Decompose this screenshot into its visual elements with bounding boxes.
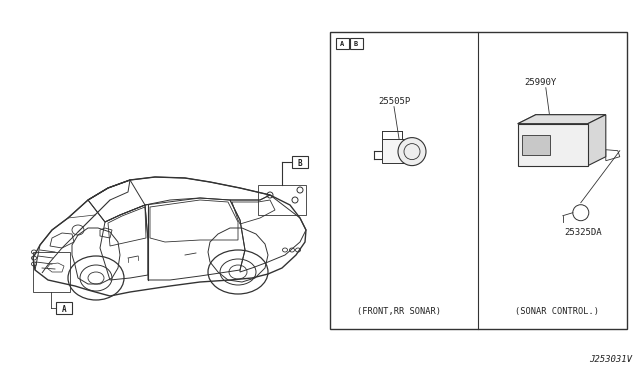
Polygon shape — [588, 115, 606, 166]
Bar — [292, 156, 308, 168]
Text: B: B — [354, 41, 358, 46]
Polygon shape — [518, 115, 606, 124]
Bar — [522, 135, 550, 155]
Polygon shape — [518, 115, 606, 124]
Bar — [335, 38, 349, 49]
Text: A: A — [61, 305, 67, 314]
Bar — [518, 124, 588, 166]
Bar — [349, 38, 363, 49]
Text: (FRONT,RR SONAR): (FRONT,RR SONAR) — [357, 307, 441, 316]
Text: (SONAR CONTROL.): (SONAR CONTROL.) — [515, 307, 599, 316]
Bar — [382, 139, 404, 163]
Text: J253031V: J253031V — [589, 355, 632, 364]
Text: A: A — [340, 41, 344, 46]
Text: 25325DA: 25325DA — [564, 228, 602, 237]
Ellipse shape — [398, 138, 426, 166]
Bar — [330, 32, 627, 329]
Text: 25505P: 25505P — [378, 97, 410, 106]
Text: 25990Y: 25990Y — [525, 78, 557, 87]
Text: B: B — [298, 158, 302, 167]
Bar — [56, 302, 72, 314]
